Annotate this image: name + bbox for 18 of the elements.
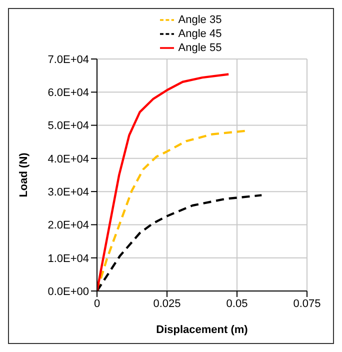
y-tick-label: 2.0E+04 [48, 220, 89, 232]
y-tick-label: 5.0E+04 [48, 120, 89, 132]
line-series [97, 73, 230, 291]
y-tick-label: 3.0E+04 [48, 186, 89, 198]
x-axis-title: Displacement (m) [156, 324, 248, 336]
y-tick-label: 4.0E+04 [48, 153, 89, 166]
y-tick-label: 6.0E+04 [48, 87, 89, 100]
y-axis-title: Load (N) [18, 152, 30, 198]
legend-label: Angle 55 [178, 42, 222, 54]
y-tick-label: 0.0E+00 [48, 286, 89, 298]
x-tick-label: 0.05 [226, 298, 248, 310]
x-tick-label: 0.025 [153, 298, 181, 310]
y-tick-label: 1.0E+04 [48, 252, 89, 265]
y-tick-label: 7.0E+04 [48, 54, 89, 66]
legend-label: Angle 45 [178, 28, 222, 40]
x-tick-label: 0 [94, 298, 100, 310]
x-tick-label: 0.075 [293, 298, 321, 310]
legend-label: Angle 35 [178, 14, 222, 26]
